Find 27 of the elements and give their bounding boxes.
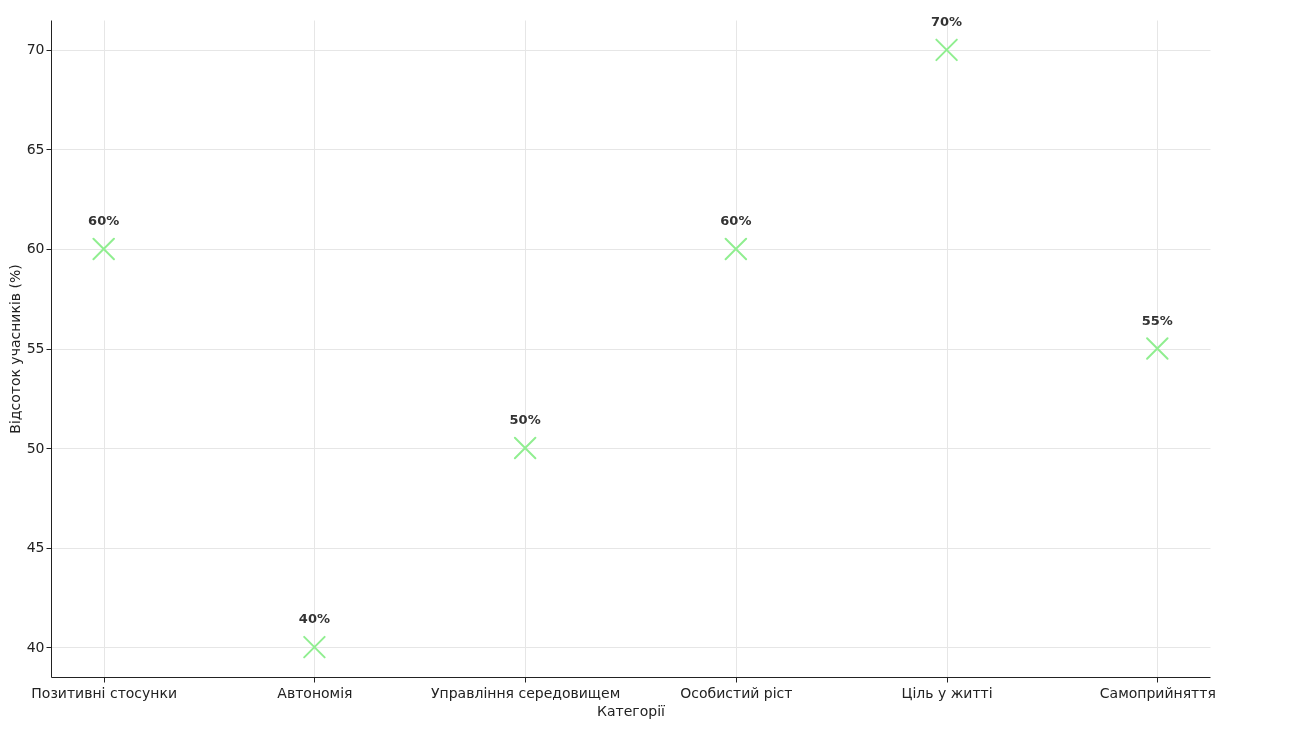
x-tick-label: Особистий ріст	[680, 684, 793, 701]
point	[303, 635, 326, 659]
x-axis-title: Категорії	[597, 702, 666, 719]
data-label: 70%	[931, 13, 963, 29]
x-tick-label: Позитивні стосунки	[31, 684, 178, 701]
data-label: 50%	[509, 412, 541, 428]
y-tick-label: 60	[26, 240, 45, 257]
y-tick-label: 45	[26, 539, 45, 556]
y-tick-label: 65	[26, 140, 45, 157]
y-tick-label: 70	[26, 41, 45, 58]
x-tick-label: Самоприйняття	[1099, 684, 1216, 701]
data-label: 60%	[88, 212, 120, 228]
point	[724, 237, 748, 261]
point	[92, 237, 115, 261]
point	[935, 38, 958, 62]
data-label: 40%	[298, 611, 330, 627]
data-label: 60%	[720, 212, 752, 228]
y-tick-label: 50	[26, 439, 45, 456]
point	[513, 436, 537, 460]
y-tick-label: 55	[26, 340, 45, 356]
y-tick-label: 40	[26, 638, 45, 655]
x-tick-label: Ціль у житті	[901, 684, 993, 701]
x-tick-label: Автономія	[277, 684, 353, 701]
data-label: 55%	[1141, 312, 1173, 328]
point	[1146, 337, 1169, 360]
x-tick-label: Управління середовищем	[431, 684, 621, 701]
y-axis-title: Відсоток учасників (%)	[6, 264, 23, 434]
